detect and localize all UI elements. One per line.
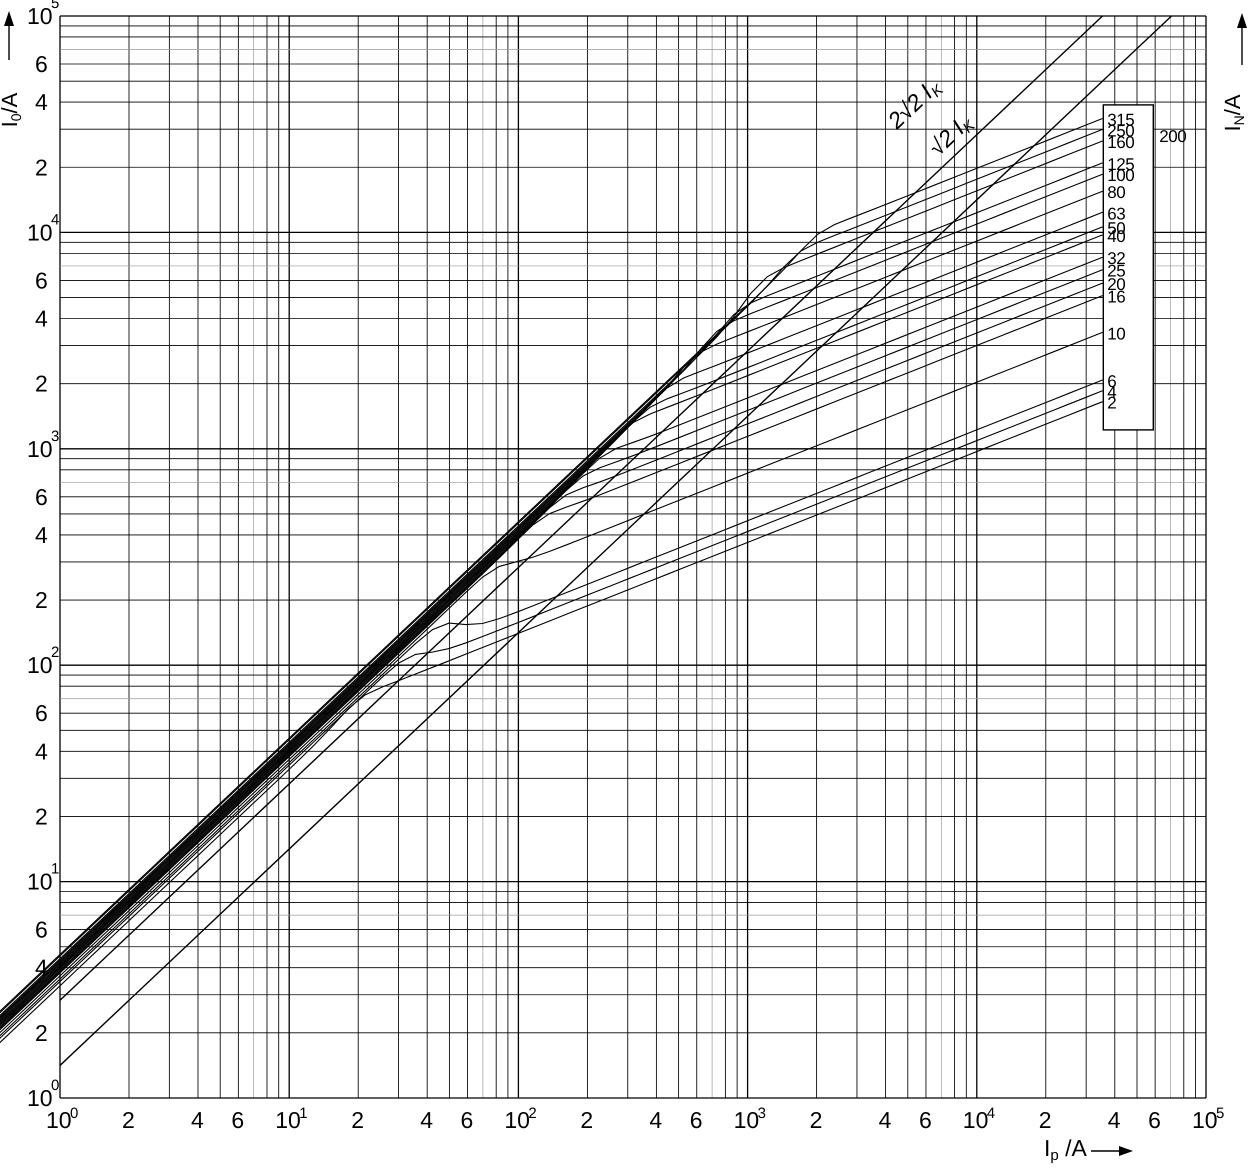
svg-text:2: 2	[35, 154, 48, 180]
svg-text:16: 16	[1107, 288, 1125, 307]
svg-text:2: 2	[810, 1107, 823, 1133]
svg-text:1: 1	[51, 861, 59, 878]
svg-text:I0/A: I0/A	[0, 92, 24, 127]
svg-text:2: 2	[35, 803, 48, 829]
svg-text:4: 4	[879, 1107, 892, 1133]
svg-text:2: 2	[122, 1107, 135, 1133]
svg-text:10: 10	[27, 219, 53, 245]
svg-text:4: 4	[35, 522, 48, 548]
svg-text:6: 6	[919, 1107, 932, 1133]
svg-text:6: 6	[35, 917, 48, 943]
svg-text:40: 40	[1107, 227, 1125, 246]
svg-text:10: 10	[963, 1107, 989, 1133]
svg-text:2: 2	[35, 587, 48, 613]
svg-text:0: 0	[70, 1105, 78, 1122]
svg-text:Ip /A: Ip /A	[1044, 1135, 1088, 1164]
svg-text:10: 10	[27, 436, 53, 462]
svg-text:10: 10	[1107, 324, 1125, 343]
svg-text:2: 2	[35, 371, 48, 397]
svg-text:4: 4	[35, 89, 48, 115]
svg-text:2: 2	[35, 1020, 48, 1046]
svg-text:4: 4	[1108, 1107, 1121, 1133]
svg-text:√2 IK: √2 IK	[924, 108, 980, 163]
svg-text:6: 6	[461, 1107, 474, 1133]
svg-text:4: 4	[51, 211, 59, 228]
svg-text:3: 3	[758, 1105, 766, 1122]
svg-text:6: 6	[35, 51, 48, 77]
svg-text:2: 2	[1039, 1107, 1052, 1133]
svg-text:80: 80	[1107, 183, 1125, 202]
svg-text:2: 2	[528, 1105, 536, 1122]
svg-text:0: 0	[51, 1077, 59, 1094]
svg-text:IN/A: IN/A	[1220, 94, 1247, 131]
svg-text:5: 5	[51, 0, 59, 12]
svg-text:10: 10	[1192, 1107, 1218, 1133]
svg-text:4: 4	[420, 1107, 433, 1133]
svg-text:2√2 IK: 2√2 IK	[882, 72, 948, 136]
svg-text:1: 1	[299, 1105, 307, 1122]
svg-text:2: 2	[580, 1107, 593, 1133]
svg-text:5: 5	[1216, 1105, 1224, 1122]
svg-text:200: 200	[1159, 127, 1186, 146]
svg-text:10: 10	[27, 3, 53, 29]
svg-text:4: 4	[35, 306, 48, 332]
svg-text:160: 160	[1107, 133, 1134, 152]
svg-text:6: 6	[231, 1107, 244, 1133]
svg-text:4: 4	[35, 955, 48, 981]
svg-text:10: 10	[504, 1107, 530, 1133]
svg-text:2: 2	[351, 1107, 364, 1133]
svg-text:6: 6	[35, 267, 48, 293]
svg-text:6: 6	[35, 484, 48, 510]
svg-text:6: 6	[690, 1107, 703, 1133]
svg-text:6: 6	[1148, 1107, 1161, 1133]
svg-text:10: 10	[275, 1107, 301, 1133]
svg-text:10: 10	[27, 869, 53, 895]
svg-text:3: 3	[51, 428, 59, 445]
svg-text:2: 2	[1107, 394, 1116, 413]
svg-text:10: 10	[27, 652, 53, 678]
svg-text:6: 6	[35, 700, 48, 726]
svg-text:4: 4	[987, 1105, 995, 1122]
svg-text:4: 4	[649, 1107, 662, 1133]
svg-text:4: 4	[35, 738, 48, 764]
svg-text:2: 2	[51, 644, 59, 661]
svg-text:10: 10	[27, 1085, 53, 1111]
svg-text:4: 4	[191, 1107, 204, 1133]
svg-text:10: 10	[734, 1107, 760, 1133]
